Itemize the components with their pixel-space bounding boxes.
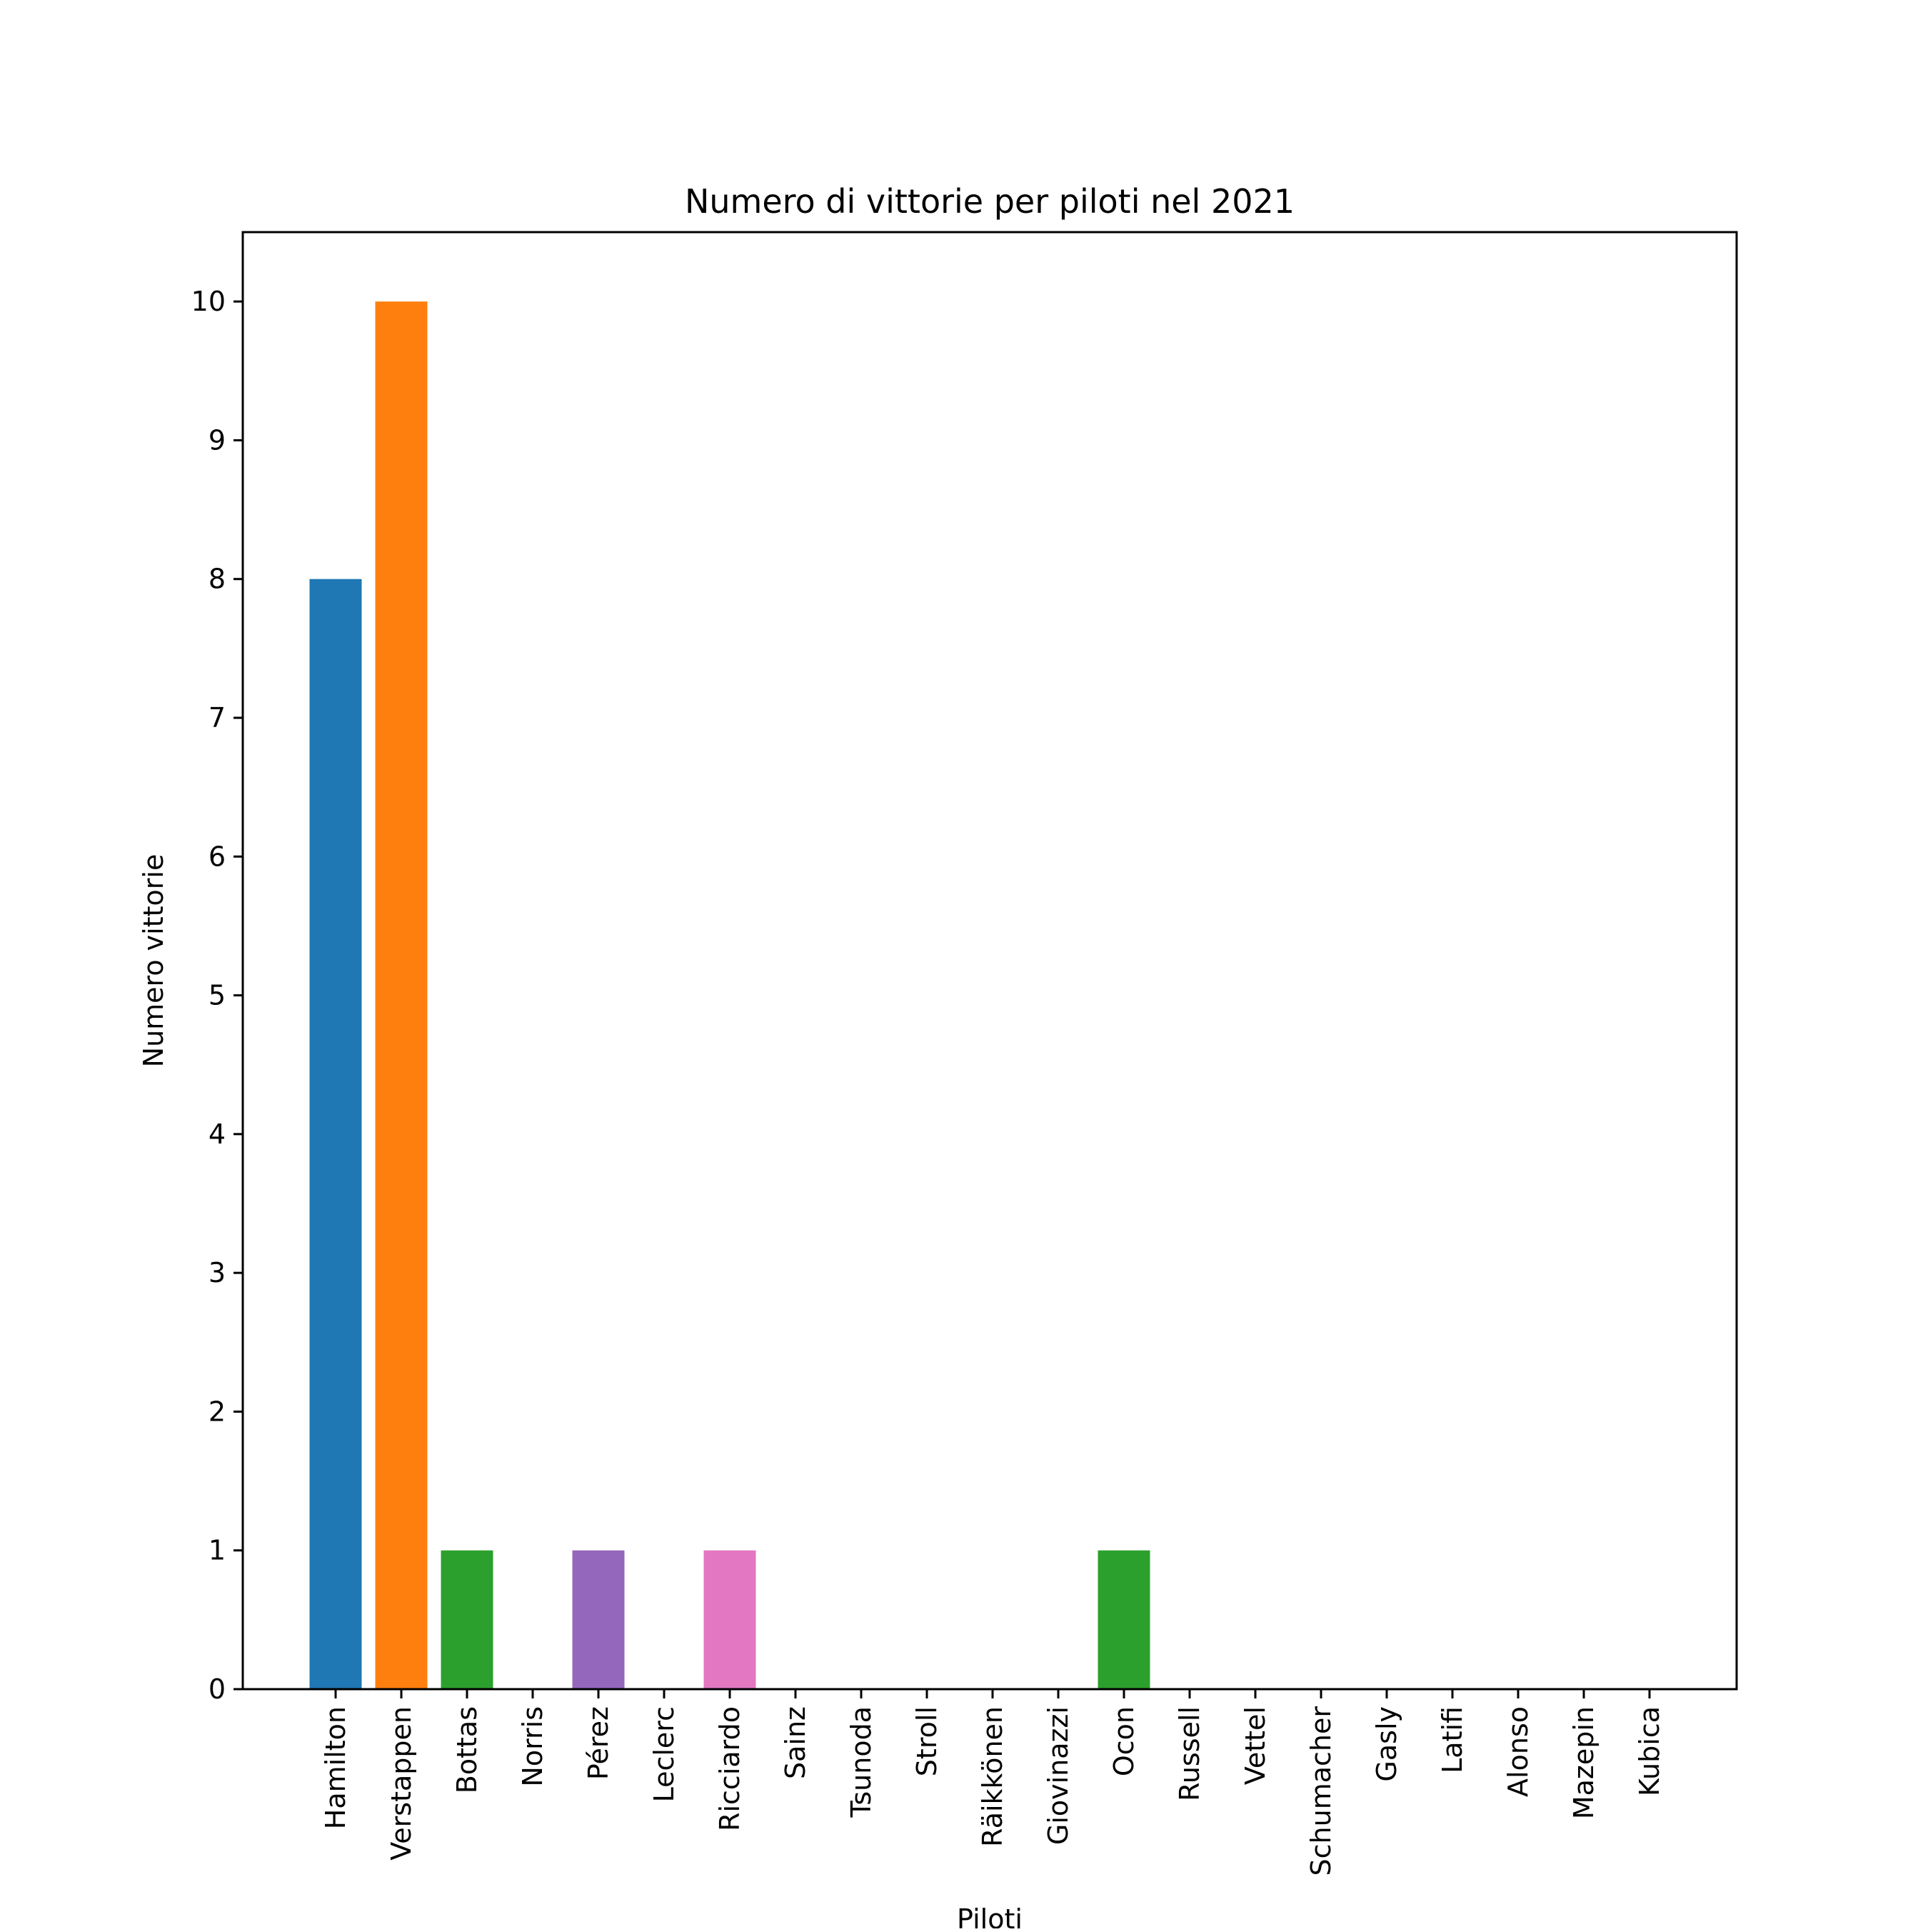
- x-tick-label: Stroll: [911, 1706, 943, 1776]
- y-axis: 0 1 2 3 4 5 6 7 8 9 10: [191, 286, 243, 1705]
- x-axis: Hamilton Verstappen Bottas Norris Pérez Lecle…: [320, 1689, 1665, 1876]
- chart-title: Numero di vittorie per piloti nel 2021: [685, 182, 1295, 221]
- x-tick-label: Ricciardo: [714, 1706, 745, 1831]
- y-tick-label: 10: [191, 286, 226, 317]
- x-tick-label: Gasly: [1371, 1706, 1402, 1782]
- x-tick-label: Verstappen: [386, 1706, 417, 1861]
- plot-frame: [241, 231, 1738, 1691]
- bar-ocon: [1098, 1550, 1150, 1689]
- x-tick-label: Vettel: [1240, 1706, 1271, 1785]
- x-tick-label: Pérez: [583, 1706, 614, 1780]
- y-tick-label: 6: [209, 841, 226, 872]
- bar-bottas: [441, 1550, 493, 1689]
- bars-group: [309, 301, 1150, 1690]
- x-tick-label: Ocon: [1108, 1706, 1140, 1776]
- y-axis-label: Numero vittorie: [138, 854, 169, 1068]
- bar-ricciardo: [703, 1550, 756, 1689]
- y-tick-label: 4: [209, 1118, 226, 1150]
- x-tick-label: Giovinazzi: [1043, 1706, 1074, 1845]
- y-tick-label: 7: [209, 702, 226, 734]
- x-tick-label: Alonso: [1502, 1706, 1534, 1797]
- x-tick-label: Kubica: [1634, 1706, 1665, 1796]
- x-tick-label: Norris: [517, 1706, 548, 1787]
- bar-perez: [572, 1550, 625, 1689]
- y-tick-label: 2: [209, 1396, 226, 1427]
- y-tick-label: 0: [209, 1673, 226, 1705]
- x-tick-label: Mazepin: [1568, 1706, 1600, 1819]
- x-tick-label: Bottas: [451, 1706, 483, 1793]
- bar-verstappen: [375, 301, 428, 1690]
- x-axis-label: Piloti: [957, 1903, 1023, 1928]
- y-tick-label: 8: [209, 564, 226, 595]
- x-tick-label: Sainz: [780, 1706, 811, 1779]
- y-tick-label: 9: [209, 424, 226, 456]
- x-tick-label: Latifi: [1437, 1706, 1468, 1773]
- x-tick-label: Räikkönen: [977, 1706, 1008, 1847]
- x-tick-label: Leclerc: [648, 1706, 680, 1802]
- y-tick-label: 3: [209, 1257, 226, 1288]
- x-tick-label: Schumacher: [1305, 1706, 1337, 1876]
- x-tick-label: Tsunoda: [845, 1706, 877, 1818]
- bar-hamilton: [309, 579, 362, 1689]
- x-tick-label: Hamilton: [320, 1706, 351, 1829]
- y-tick-label: 1: [209, 1535, 226, 1566]
- x-tick-label: Russell: [1174, 1706, 1205, 1801]
- y-tick-label: 5: [209, 980, 226, 1011]
